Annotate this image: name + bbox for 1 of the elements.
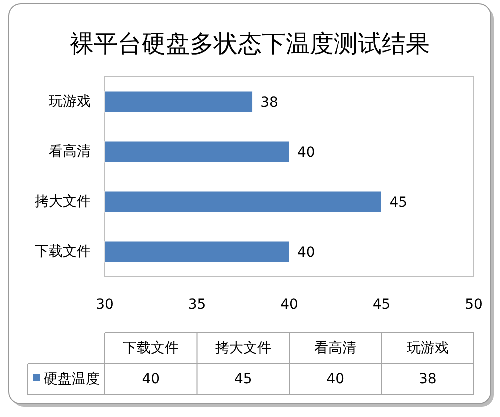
title: 裸平台硬盘多状态下温度测试结果 [70, 30, 430, 58]
